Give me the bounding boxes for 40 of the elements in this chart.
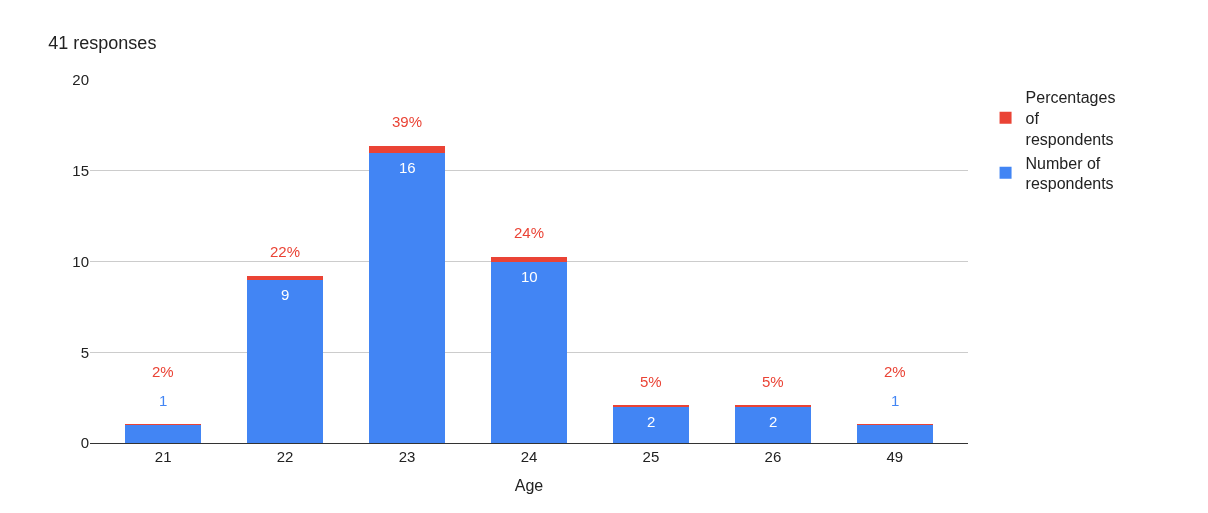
data-label: 5% bbox=[762, 373, 784, 390]
bar bbox=[247, 279, 323, 443]
data-label: 5% bbox=[640, 373, 662, 390]
x-tick-label: 25 bbox=[642, 448, 660, 465]
x-tick-label: 26 bbox=[764, 448, 782, 465]
data-label: 2 bbox=[647, 413, 656, 430]
data-label: 39% bbox=[392, 113, 423, 130]
x-tick-label: 22 bbox=[276, 448, 294, 465]
data-label: 10 bbox=[521, 268, 538, 285]
data-label: 1 bbox=[159, 392, 168, 409]
bar bbox=[125, 424, 201, 443]
bar bbox=[735, 406, 811, 443]
data-label: 2% bbox=[152, 363, 174, 380]
y-tick-label: 20 bbox=[72, 71, 89, 89]
data-label: 22% bbox=[270, 243, 301, 260]
data-label: 24% bbox=[514, 224, 545, 241]
y-tick-label: 10 bbox=[72, 252, 89, 270]
bar bbox=[857, 424, 933, 443]
bar bbox=[613, 406, 689, 443]
bar bbox=[369, 145, 445, 153]
bar bbox=[247, 275, 323, 280]
legend-label: Percentages of respondents bbox=[1025, 89, 1116, 148]
x-tick-label: 21 bbox=[154, 448, 172, 465]
bar bbox=[491, 261, 567, 443]
bar bbox=[369, 152, 445, 443]
bar bbox=[491, 257, 567, 262]
data-label: 2% bbox=[884, 363, 906, 380]
legend-label: Number of respondents bbox=[1025, 154, 1114, 193]
data-label: 2 bbox=[769, 413, 778, 430]
x-tick-label: 24 bbox=[520, 448, 538, 465]
chart-title: 41 responses bbox=[48, 32, 157, 53]
x-axis-title: Age bbox=[514, 476, 544, 494]
y-tick-label: 15 bbox=[72, 162, 89, 179]
x-tick-label: 23 bbox=[398, 448, 416, 465]
y-tick-label: 0 bbox=[80, 434, 89, 452]
data-label: 16 bbox=[399, 159, 416, 176]
x-tick-label: 49 bbox=[886, 448, 904, 465]
y-tick-label: 5 bbox=[80, 343, 89, 361]
data-label: 1 bbox=[891, 392, 900, 409]
data-label: 9 bbox=[281, 286, 290, 303]
